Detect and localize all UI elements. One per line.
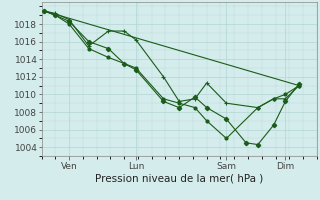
X-axis label: Pression niveau de la mer( hPa ): Pression niveau de la mer( hPa ) <box>95 173 263 183</box>
